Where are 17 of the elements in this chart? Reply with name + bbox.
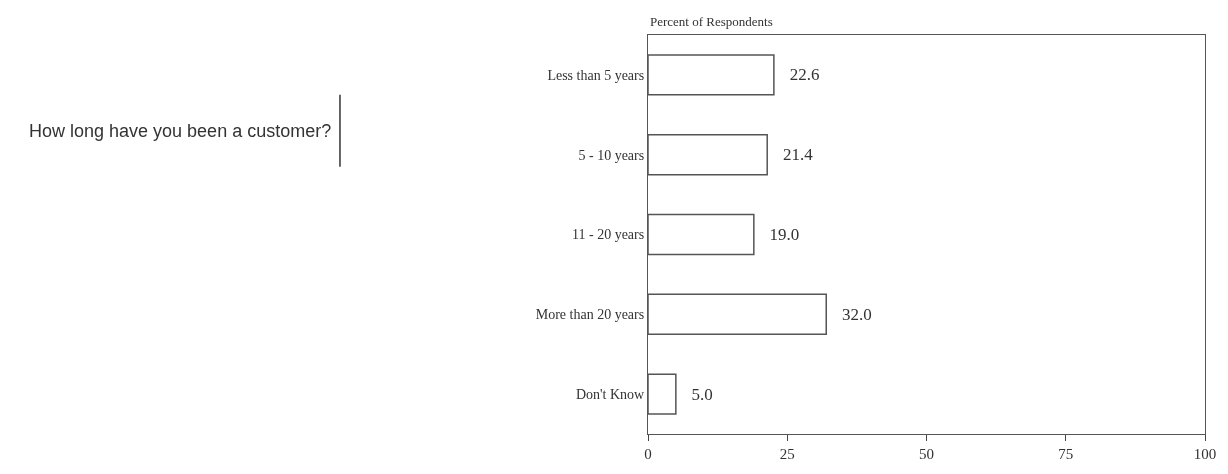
x-tick-label: 25 xyxy=(779,446,795,462)
y-tick-label: Less than 5 years xyxy=(547,67,645,83)
data-label: 22.6 xyxy=(776,65,820,85)
y-tick-label: 11 - 20 years xyxy=(572,227,645,243)
y-tick-label: More than 20 years xyxy=(535,307,645,323)
y-tick-label: 5 - 10 years xyxy=(578,147,645,163)
data-label: 32.0 xyxy=(829,304,872,324)
x-axis-title: Percent of Respondents xyxy=(650,14,773,29)
x-tick-label: 50 xyxy=(919,446,934,462)
data-label: 5.0 xyxy=(678,384,713,404)
x-tick-label: 75 xyxy=(1058,446,1074,462)
y-tick-label: Don't Know xyxy=(575,387,646,402)
data-label: 19.0 xyxy=(756,225,800,244)
data-label: 21.4 xyxy=(770,145,814,165)
x-tick-label: 100 xyxy=(1193,446,1217,462)
text: How long have you been a customer? xyxy=(29,121,332,141)
x-tick-label: 0 xyxy=(644,446,652,462)
